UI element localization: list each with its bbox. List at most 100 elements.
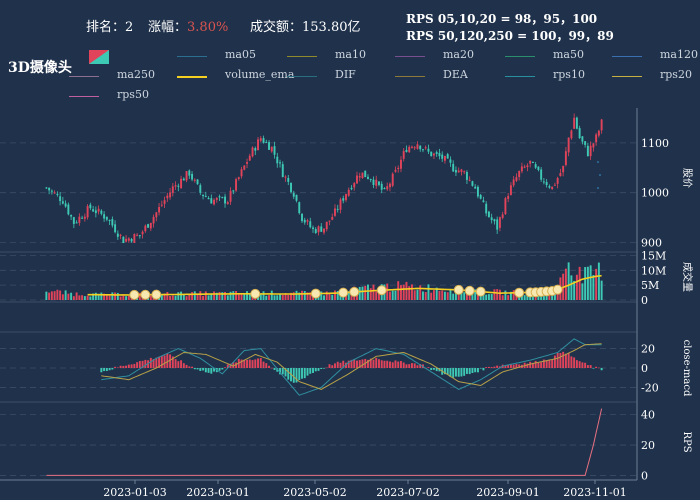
volume-bar bbox=[59, 290, 62, 300]
volume-bar bbox=[504, 290, 507, 300]
candle-body bbox=[292, 193, 295, 197]
macd-hist-bar bbox=[323, 368, 325, 369]
x-tick-label: 2023-11-01 bbox=[563, 486, 626, 499]
legend-label: rps20 bbox=[660, 68, 692, 81]
volume-bar bbox=[485, 294, 488, 300]
volume-bar bbox=[64, 290, 67, 300]
macd-hist-bar bbox=[155, 357, 158, 368]
candle-body bbox=[287, 178, 290, 182]
macd-hist-bar bbox=[465, 368, 468, 374]
candle-body bbox=[86, 206, 89, 218]
candle-body bbox=[356, 175, 358, 184]
candle-body bbox=[339, 199, 342, 210]
macd-hist-bar bbox=[136, 362, 139, 368]
candle-body bbox=[410, 146, 413, 148]
volume-bar bbox=[50, 291, 53, 300]
candle-body bbox=[303, 219, 306, 223]
change-stat: 涨幅：3.80% bbox=[148, 16, 228, 35]
candle-body bbox=[213, 199, 216, 205]
volume-ema-marker bbox=[151, 289, 162, 300]
candle-body bbox=[276, 156, 279, 164]
macd-hist-bar bbox=[443, 368, 446, 375]
candle-body bbox=[540, 169, 543, 180]
macd-hist-bar bbox=[556, 353, 559, 368]
candle-body bbox=[147, 224, 150, 228]
macd-hist-bar bbox=[449, 368, 452, 377]
volume-bar bbox=[182, 294, 185, 300]
volume-bar bbox=[56, 289, 59, 300]
volume-bar bbox=[232, 291, 235, 300]
macd-hist-bar bbox=[169, 354, 172, 368]
macd-hist-bar bbox=[419, 364, 422, 368]
macd-hist-bar bbox=[202, 368, 205, 371]
volume-bar bbox=[215, 292, 218, 300]
candle-body bbox=[597, 130, 600, 136]
candle-body bbox=[438, 152, 441, 157]
volume-bar bbox=[92, 293, 95, 300]
candle-body bbox=[575, 117, 578, 129]
candle-body bbox=[419, 145, 422, 150]
macd-hist-bar bbox=[328, 364, 331, 368]
candle-body bbox=[353, 183, 356, 188]
volume-bar bbox=[75, 292, 78, 300]
macd-hist-bar bbox=[471, 368, 474, 373]
macd-hist-bar bbox=[174, 359, 177, 368]
volume-bar bbox=[72, 296, 75, 300]
candle-body bbox=[235, 179, 238, 191]
volume-bar bbox=[564, 268, 567, 300]
legend-swatch bbox=[505, 76, 535, 77]
candle-body bbox=[460, 169, 463, 172]
macd-hist-bar bbox=[597, 367, 600, 369]
candle-body bbox=[372, 179, 375, 185]
volume-bar bbox=[97, 293, 100, 300]
candle-body bbox=[298, 202, 301, 214]
macd-hist-bar bbox=[509, 364, 512, 368]
candle-body bbox=[342, 198, 345, 201]
macd-hist-bar bbox=[133, 363, 136, 368]
macd-hist-bar bbox=[331, 365, 334, 368]
volume-bar bbox=[441, 290, 444, 300]
volume-bar bbox=[512, 290, 515, 300]
candle-body bbox=[441, 154, 444, 159]
volume-bar bbox=[171, 295, 174, 300]
candle-body bbox=[53, 192, 56, 194]
macd-hist-bar bbox=[191, 366, 194, 368]
legend-swatch bbox=[69, 76, 99, 77]
candle-body bbox=[485, 203, 488, 214]
macd-hist-bar bbox=[325, 367, 328, 369]
volume-bar bbox=[515, 295, 518, 300]
candle-body bbox=[482, 200, 485, 203]
volume-bar bbox=[246, 291, 248, 300]
tick-label: 10M bbox=[641, 264, 666, 277]
candle-body bbox=[564, 151, 567, 166]
legend-label: ma05 bbox=[225, 48, 256, 61]
candle-body bbox=[229, 190, 232, 202]
macd-hist-bar bbox=[292, 368, 295, 383]
candle-body bbox=[487, 211, 490, 218]
candle-body bbox=[589, 145, 592, 157]
candle-body bbox=[224, 196, 227, 204]
macd-hist-bar bbox=[367, 359, 369, 368]
legend-label: ma250 bbox=[117, 68, 155, 81]
candle-body bbox=[221, 197, 224, 199]
candle-body bbox=[534, 164, 537, 168]
macd-hist-bar bbox=[504, 365, 507, 368]
x-tick-label: 2023-07-02 bbox=[376, 486, 439, 499]
candle-body bbox=[204, 195, 207, 197]
candle-body bbox=[581, 136, 584, 142]
volume-bar bbox=[235, 291, 238, 300]
macd-hist-bar bbox=[185, 364, 188, 368]
macd-hist-bar bbox=[105, 368, 108, 372]
macd-hist-bar bbox=[542, 359, 545, 368]
volume-bar bbox=[292, 292, 295, 300]
candle-body bbox=[163, 200, 166, 204]
volume-bar bbox=[243, 293, 246, 300]
volume-bar bbox=[301, 290, 303, 300]
volume-bar bbox=[463, 292, 466, 300]
macd-hist-bar bbox=[548, 360, 551, 368]
volume-bar bbox=[100, 292, 103, 300]
volume-bar bbox=[386, 283, 389, 300]
candle-body bbox=[408, 146, 411, 153]
macd-hist-bar bbox=[235, 362, 238, 368]
volume-ema-marker bbox=[129, 289, 140, 300]
